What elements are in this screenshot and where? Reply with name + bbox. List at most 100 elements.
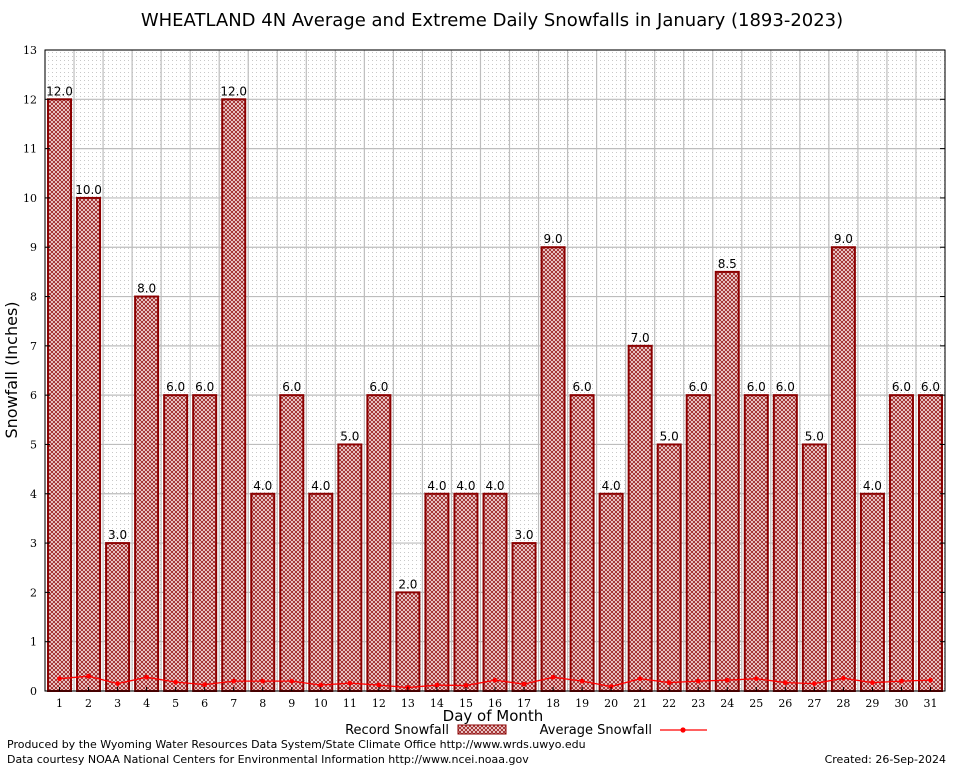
- record-bar-day-2: [76, 196, 102, 693]
- x-tick-label-day-24: 24: [720, 697, 734, 710]
- record-bar-day-7: [221, 98, 247, 693]
- y-tick-label: 4: [30, 488, 37, 501]
- average-point-day-14: [434, 682, 440, 688]
- record-bar-day-20: [598, 492, 624, 692]
- average-point-day-11: [347, 680, 353, 686]
- average-point-day-1: [57, 676, 62, 682]
- record-label-day-30: 6.0: [892, 380, 911, 394]
- record-label-day-17: 3.0: [514, 528, 533, 542]
- record-bar-day-15: [453, 492, 479, 692]
- record-label-day-27: 5.0: [805, 429, 824, 443]
- record-bar-day-13: [395, 591, 421, 693]
- average-point-day-2: [86, 673, 91, 679]
- footer-produced-by: Produced by the Wyoming Water Resources …: [7, 738, 586, 751]
- legend-label-average: Average Snowfall: [540, 723, 652, 738]
- x-tick-label-day-13: 13: [401, 697, 415, 710]
- record-label-day-31: 6.0: [921, 380, 940, 394]
- record-label-day-29: 4.0: [863, 479, 882, 493]
- average-point-day-28: [840, 675, 846, 681]
- average-point-day-16: [492, 677, 498, 683]
- record-label-day-26: 6.0: [776, 380, 795, 394]
- x-tick-label-day-27: 27: [807, 697, 821, 710]
- x-tick-label-day-8: 8: [259, 697, 266, 710]
- average-point-day-4: [144, 674, 150, 680]
- average-point-day-7: [231, 678, 237, 684]
- y-tick-label: 2: [30, 586, 37, 599]
- average-point-day-25: [753, 676, 759, 682]
- record-bar-day-29: [859, 492, 885, 692]
- y-tick-label: 6: [30, 389, 37, 402]
- average-point-day-30: [899, 678, 904, 684]
- record-bar-day-31: [917, 394, 943, 692]
- x-tick-label-day-18: 18: [546, 697, 560, 710]
- footer-created: Created: 26-Sep-2024: [824, 753, 946, 766]
- y-tick-label: 11: [23, 143, 37, 156]
- record-bar-day-23: [685, 394, 711, 692]
- record-label-day-5: 6.0: [166, 380, 185, 394]
- record-label-day-22: 5.0: [660, 429, 679, 443]
- average-point-day-23: [695, 678, 701, 684]
- record-bar-day-17: [511, 542, 537, 692]
- record-label-day-7: 12.0: [220, 84, 247, 98]
- record-bar-day-14: [424, 492, 450, 692]
- record-label-day-13: 2.0: [398, 577, 417, 591]
- record-bar-day-30: [888, 394, 914, 692]
- y-tick-label: 12: [23, 93, 37, 106]
- average-point-day-21: [637, 676, 643, 682]
- chart-title: WHEATLAND 4N Average and Extreme Daily S…: [141, 10, 843, 31]
- record-label-day-1: 12.0: [46, 84, 73, 98]
- record-bar-day-18: [540, 246, 566, 692]
- record-label-day-15: 4.0: [456, 479, 475, 493]
- record-label-day-10: 4.0: [311, 479, 330, 493]
- x-tick-label-day-6: 6: [201, 697, 208, 710]
- record-label-day-21: 7.0: [631, 331, 650, 345]
- y-tick-label: 1: [30, 636, 37, 649]
- record-bar-day-24: [714, 270, 740, 692]
- x-tick-label-day-25: 25: [749, 697, 763, 710]
- x-tick-label-day-5: 5: [172, 697, 179, 710]
- x-tick-label-day-2: 2: [85, 697, 92, 710]
- x-tick-label-day-19: 19: [575, 697, 589, 710]
- legend-label-record: Record Snowfall: [345, 723, 449, 738]
- record-label-day-24: 8.5: [718, 257, 737, 271]
- record-label-day-18: 9.0: [544, 232, 563, 246]
- x-tick-label-day-14: 14: [430, 697, 444, 710]
- average-point-day-22: [666, 680, 672, 686]
- average-point-day-6: [202, 682, 208, 687]
- average-point-day-18: [550, 674, 556, 680]
- x-tick-label-day-20: 20: [604, 697, 618, 710]
- record-label-day-4: 8.0: [137, 282, 156, 296]
- record-label-day-23: 6.0: [689, 380, 708, 394]
- average-point-day-15: [463, 683, 469, 688]
- record-bar-day-1: [47, 98, 73, 693]
- average-point-day-9: [289, 678, 295, 684]
- record-label-day-2: 10.0: [75, 183, 102, 197]
- average-point-day-29: [870, 680, 875, 686]
- average-point-day-3: [115, 681, 120, 687]
- x-tick-label-day-23: 23: [691, 697, 705, 710]
- y-tick-label: 10: [23, 192, 37, 205]
- average-point-day-17: [521, 681, 527, 687]
- record-bar-day-28: [830, 246, 856, 692]
- record-label-day-14: 4.0: [427, 479, 446, 493]
- average-point-day-19: [579, 678, 585, 684]
- footer-data-courtesy: Data courtesy NOAA National Centers for …: [7, 753, 529, 766]
- record-bar-day-4: [134, 295, 160, 692]
- x-tick-label-day-10: 10: [314, 697, 328, 710]
- x-tick-label-day-17: 17: [517, 697, 531, 710]
- y-axis-label: Snowfall (Inches): [2, 301, 21, 438]
- x-tick-label-day-26: 26: [778, 697, 792, 710]
- legend: Record Snowfall Average Snowfall: [345, 723, 707, 738]
- x-tick-label-day-28: 28: [836, 697, 850, 710]
- record-bar-day-5: [163, 394, 189, 692]
- record-label-day-6: 6.0: [195, 380, 214, 394]
- record-bar-day-16: [482, 492, 508, 692]
- record-bar-day-26: [772, 394, 798, 692]
- record-label-day-9: 6.0: [282, 380, 301, 394]
- average-point-day-20: [608, 684, 614, 689]
- average-point-day-31: [928, 677, 933, 683]
- record-label-day-11: 5.0: [340, 429, 359, 443]
- record-label-day-16: 4.0: [485, 479, 504, 493]
- record-label-day-12: 6.0: [369, 380, 388, 394]
